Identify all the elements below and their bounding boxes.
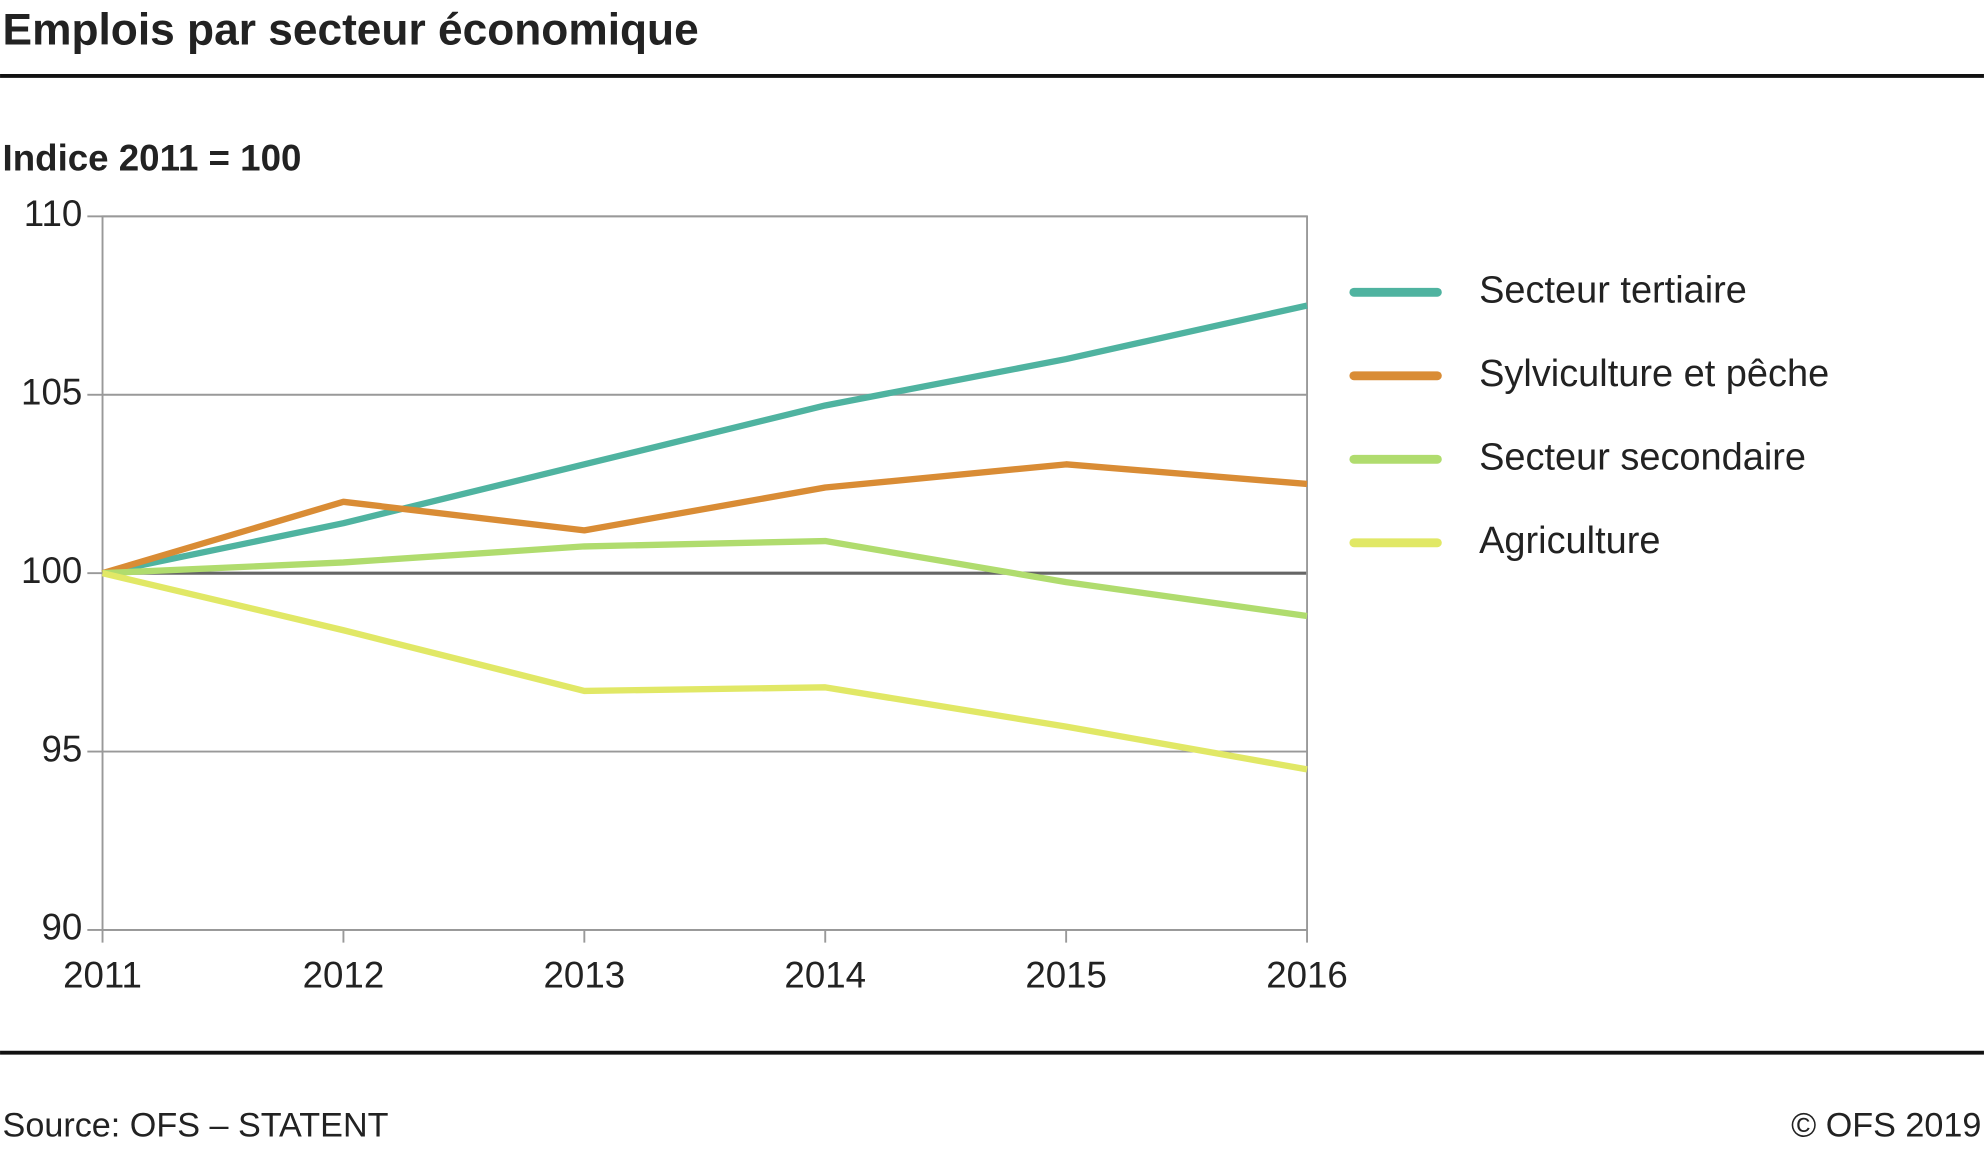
- x-tick-label: 2015: [1025, 955, 1107, 996]
- y-tick-label: 95: [41, 728, 82, 769]
- x-tick-label: 2011: [63, 955, 142, 996]
- x-tick-label: 2013: [544, 955, 626, 996]
- series-line: [101, 461, 1308, 577]
- legend-label: Secteur tertiaire: [1479, 269, 1747, 311]
- legend-label: Secteur secondaire: [1479, 436, 1806, 478]
- y-tick-label: 110: [24, 193, 82, 234]
- x-tick-label: 2016: [1266, 955, 1348, 996]
- subtitle: Indice 2011 = 100: [3, 137, 302, 178]
- legend-label: Sylviculture et pêche: [1479, 353, 1829, 395]
- x-tick-label: 2012: [303, 955, 385, 996]
- y-tick-label: 100: [21, 550, 82, 591]
- source: Source: OFS – STATENT: [3, 1106, 389, 1144]
- legend-label: Agriculture: [1479, 520, 1660, 562]
- series-line: [102, 537, 1308, 620]
- chart-title: Emplois par secteur économique: [3, 6, 699, 55]
- series-line: [101, 570, 1308, 773]
- copyright: © OFS 2019: [1791, 1106, 1981, 1144]
- series-line: [101, 302, 1308, 577]
- x-tick-label: 2014: [784, 955, 866, 996]
- y-tick-label: 105: [21, 371, 82, 412]
- y-tick-label: 90: [41, 907, 82, 948]
